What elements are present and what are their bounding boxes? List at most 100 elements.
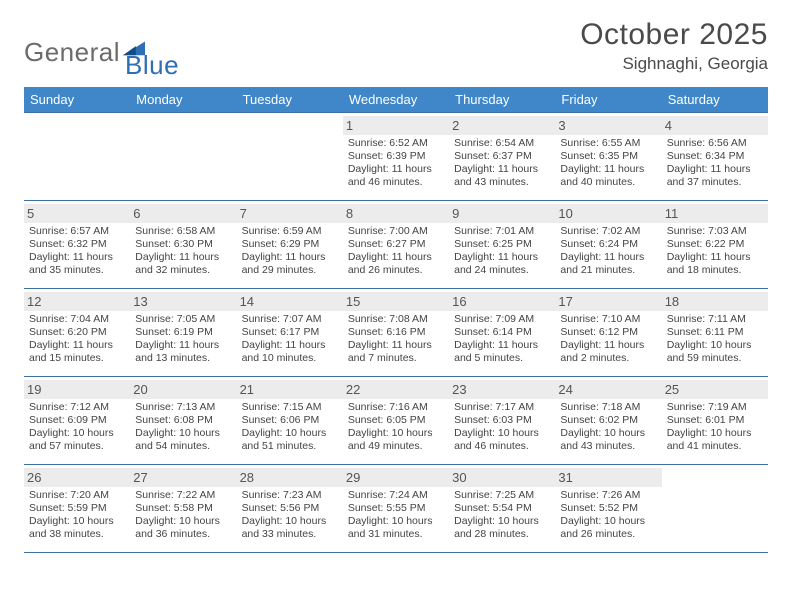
logo-word-1: General [24,37,120,68]
location-label: Sighnaghi, Georgia [580,54,768,74]
daylight-line-2: and 26 minutes. [560,528,656,541]
day-number: 19 [24,380,130,399]
daylight-line-2: and 38 minutes. [29,528,125,541]
calendar-week-row: 26Sunrise: 7:20 AMSunset: 5:59 PMDayligh… [24,465,768,553]
sunrise-line: Sunrise: 7:13 AM [135,401,231,414]
day-number: 9 [449,204,555,223]
sunrise-line: Sunrise: 7:08 AM [348,313,444,326]
day-number: 8 [343,204,449,223]
sunrise-line: Sunrise: 6:52 AM [348,137,444,150]
logo-word-2: Blue [125,50,179,81]
daylight-line-2: and 37 minutes. [667,176,763,189]
calendar-day-cell: 11Sunrise: 7:03 AMSunset: 6:22 PMDayligh… [662,201,768,289]
calendar-day-cell: 3Sunrise: 6:55 AMSunset: 6:35 PMDaylight… [555,113,661,201]
sunset-line: Sunset: 6:27 PM [348,238,444,251]
sunset-line: Sunset: 5:54 PM [454,502,550,515]
sunset-line: Sunset: 6:02 PM [560,414,656,427]
sunrise-line: Sunrise: 7:15 AM [242,401,338,414]
daylight-line-1: Daylight: 11 hours [348,251,444,264]
calendar-table: Sunday Monday Tuesday Wednesday Thursday… [24,87,768,553]
daylight-line-2: and 2 minutes. [560,352,656,365]
day-number: 30 [449,468,555,487]
header-row: General Blue October 2025 Sighnaghi, Geo… [24,18,768,81]
calendar-day-cell: 26Sunrise: 7:20 AMSunset: 5:59 PMDayligh… [24,465,130,553]
daylight-line-2: and 46 minutes. [348,176,444,189]
calendar-day-cell: 24Sunrise: 7:18 AMSunset: 6:02 PMDayligh… [555,377,661,465]
calendar-day-cell: 9Sunrise: 7:01 AMSunset: 6:25 PMDaylight… [449,201,555,289]
sunrise-line: Sunrise: 7:25 AM [454,489,550,502]
day-number: 10 [555,204,661,223]
sunrise-line: Sunrise: 7:24 AM [348,489,444,502]
day-number: 4 [662,116,768,135]
daylight-line-1: Daylight: 11 hours [560,163,656,176]
sunset-line: Sunset: 6:24 PM [560,238,656,251]
calendar-day-cell: 7Sunrise: 6:59 AMSunset: 6:29 PMDaylight… [237,201,343,289]
sunset-line: Sunset: 5:55 PM [348,502,444,515]
daylight-line-1: Daylight: 11 hours [454,251,550,264]
sunset-line: Sunset: 6:29 PM [242,238,338,251]
day-number: 2 [449,116,555,135]
sunrise-line: Sunrise: 6:56 AM [667,137,763,150]
daylight-line-1: Daylight: 10 hours [29,427,125,440]
daylight-line-2: and 57 minutes. [29,440,125,453]
logo: General Blue [24,18,179,81]
calendar-day-cell: 18Sunrise: 7:11 AMSunset: 6:11 PMDayligh… [662,289,768,377]
sunset-line: Sunset: 6:19 PM [135,326,231,339]
sunset-line: Sunset: 5:52 PM [560,502,656,515]
calendar-day-cell: 2Sunrise: 6:54 AMSunset: 6:37 PMDaylight… [449,113,555,201]
sunrise-line: Sunrise: 7:09 AM [454,313,550,326]
daylight-line-1: Daylight: 11 hours [29,251,125,264]
daylight-line-1: Daylight: 11 hours [667,163,763,176]
daylight-line-2: and 21 minutes. [560,264,656,277]
calendar-day-cell [662,465,768,553]
daylight-line-2: and 15 minutes. [29,352,125,365]
sunrise-line: Sunrise: 6:57 AM [29,225,125,238]
day-header-row: Sunday Monday Tuesday Wednesday Thursday… [24,87,768,113]
daylight-line-2: and 43 minutes. [560,440,656,453]
month-title: October 2025 [580,18,768,52]
calendar-day-cell: 1Sunrise: 6:52 AMSunset: 6:39 PMDaylight… [343,113,449,201]
sunset-line: Sunset: 6:22 PM [667,238,763,251]
sunrise-line: Sunrise: 7:00 AM [348,225,444,238]
daylight-line-1: Daylight: 11 hours [242,339,338,352]
daylight-line-2: and 13 minutes. [135,352,231,365]
daylight-line-1: Daylight: 11 hours [348,163,444,176]
calendar-day-cell: 10Sunrise: 7:02 AMSunset: 6:24 PMDayligh… [555,201,661,289]
day-header: Sunday [24,87,130,113]
sunset-line: Sunset: 6:06 PM [242,414,338,427]
calendar-day-cell: 22Sunrise: 7:16 AMSunset: 6:05 PMDayligh… [343,377,449,465]
calendar-day-cell: 6Sunrise: 6:58 AMSunset: 6:30 PMDaylight… [130,201,236,289]
day-header: Wednesday [343,87,449,113]
calendar-day-cell: 13Sunrise: 7:05 AMSunset: 6:19 PMDayligh… [130,289,236,377]
day-number: 25 [662,380,768,399]
sunrise-line: Sunrise: 6:54 AM [454,137,550,150]
day-number: 29 [343,468,449,487]
daylight-line-1: Daylight: 11 hours [135,251,231,264]
day-number: 31 [555,468,661,487]
daylight-line-2: and 49 minutes. [348,440,444,453]
day-number: 22 [343,380,449,399]
calendar-day-cell: 8 Sunrise: 7:00 AMSunset: 6:27 PMDaylight… [343,201,449,289]
daylight-line-2: and 18 minutes. [667,264,763,277]
calendar-day-cell: 4Sunrise: 6:56 AMSunset: 6:34 PMDaylight… [662,113,768,201]
daylight-line-1: Daylight: 10 hours [560,515,656,528]
day-number: 5 [24,204,130,223]
daylight-line-1: Daylight: 11 hours [454,339,550,352]
sunset-line: Sunset: 6:17 PM [242,326,338,339]
daylight-line-1: Daylight: 10 hours [454,515,550,528]
daylight-line-1: Daylight: 10 hours [667,339,763,352]
daylight-line-2: and 46 minutes. [454,440,550,453]
calendar-day-cell: 23Sunrise: 7:17 AMSunset: 6:03 PMDayligh… [449,377,555,465]
daylight-line-1: Daylight: 10 hours [135,427,231,440]
sunrise-line: Sunrise: 7:01 AM [454,225,550,238]
calendar-day-cell: 30 Sunrise: 7:25 AMSunset: 5:54 PMDayligh… [449,465,555,553]
daylight-line-2: and 59 minutes. [667,352,763,365]
calendar-page: General Blue October 2025 Sighnaghi, Geo… [0,0,792,612]
daylight-line-1: Daylight: 11 hours [560,339,656,352]
sunset-line: Sunset: 5:58 PM [135,502,231,515]
day-header: Friday [555,87,661,113]
sunset-line: Sunset: 6:05 PM [348,414,444,427]
daylight-line-2: and 51 minutes. [242,440,338,453]
daylight-line-1: Daylight: 10 hours [560,427,656,440]
title-block: October 2025 Sighnaghi, Georgia [580,18,768,74]
